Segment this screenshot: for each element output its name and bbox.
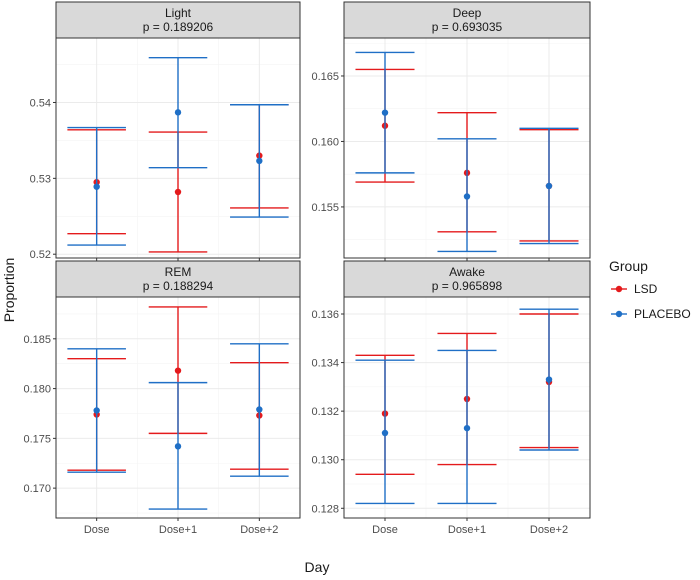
mean-point xyxy=(545,182,553,190)
x-tick-label: Dose+2 xyxy=(240,524,278,536)
mean-point xyxy=(93,407,100,414)
x-tick-label: Dose xyxy=(84,524,110,536)
panel-pvalue: p = 0.693035 xyxy=(432,20,503,34)
y-tick-label: 0.180 xyxy=(23,384,51,396)
mean-point xyxy=(381,109,389,116)
y-tick-label: 0.130 xyxy=(311,455,339,467)
legend-item-lsd: LSD xyxy=(611,282,658,296)
y-tick-label: 0.54 xyxy=(30,97,51,109)
panel-title: Awake xyxy=(449,265,485,279)
x-tick-label: Dose xyxy=(372,524,398,536)
y-tick-label: 0.160 xyxy=(311,136,339,148)
y-tick-label: 0.170 xyxy=(23,483,51,495)
series-placebo xyxy=(355,308,579,505)
y-tick-label: 0.134 xyxy=(311,358,339,370)
mean-point xyxy=(174,367,182,374)
series-placebo xyxy=(355,51,579,253)
series-placebo xyxy=(67,57,289,246)
mean-point xyxy=(256,406,263,413)
y-tick-label: 0.175 xyxy=(23,433,51,445)
panel-border xyxy=(343,37,591,259)
mean-point xyxy=(174,443,182,450)
legend-label: LSD xyxy=(634,282,658,296)
mean-point xyxy=(463,193,471,200)
mean-point xyxy=(174,188,182,196)
panel-title: Deep xyxy=(453,6,482,20)
panel-border xyxy=(55,296,301,519)
x-tick-label: Dose+2 xyxy=(530,524,568,536)
y-tick-label: 0.136 xyxy=(311,309,339,321)
y-tick-label: 0.185 xyxy=(23,334,51,346)
y-tick-label: 0.155 xyxy=(311,202,339,214)
mean-point xyxy=(545,376,553,383)
x-tick-label: Dose+1 xyxy=(448,524,486,536)
panel-border xyxy=(343,296,591,519)
mean-point xyxy=(174,109,182,116)
x-axis-title: Day xyxy=(305,559,330,575)
legend-key-point xyxy=(615,285,623,293)
legend: Group LSD PLACEBO xyxy=(609,258,691,321)
panel-pvalue: p = 0.189206 xyxy=(143,20,214,34)
y-tick-label: 0.52 xyxy=(30,249,51,261)
y-tick-label: 0.165 xyxy=(311,71,339,83)
mean-point xyxy=(256,157,263,165)
y-axis-title: Proportion xyxy=(1,258,17,323)
legend-label: PLACEBO xyxy=(634,307,691,321)
y-tick-label: 0.132 xyxy=(311,406,339,418)
series-placebo xyxy=(67,343,289,510)
legend-title: Group xyxy=(609,258,648,274)
panel-title: Light xyxy=(165,6,192,20)
legend-item-placebo: PLACEBO xyxy=(611,307,691,321)
y-tick-label: 0.53 xyxy=(30,173,51,185)
strip-background xyxy=(55,1,301,39)
panel-pvalue: p = 0.965898 xyxy=(432,279,503,293)
strip-background xyxy=(343,1,591,39)
panel-title: REM xyxy=(165,265,192,279)
legend-key-point xyxy=(615,310,623,318)
mean-point xyxy=(381,429,389,437)
panel-pvalue: p = 0.188294 xyxy=(143,279,214,293)
mean-point xyxy=(93,183,100,190)
mean-point xyxy=(463,424,471,432)
y-tick-label: 0.128 xyxy=(311,503,339,515)
panel-border xyxy=(55,37,301,259)
x-tick-label: Dose+1 xyxy=(159,524,197,536)
